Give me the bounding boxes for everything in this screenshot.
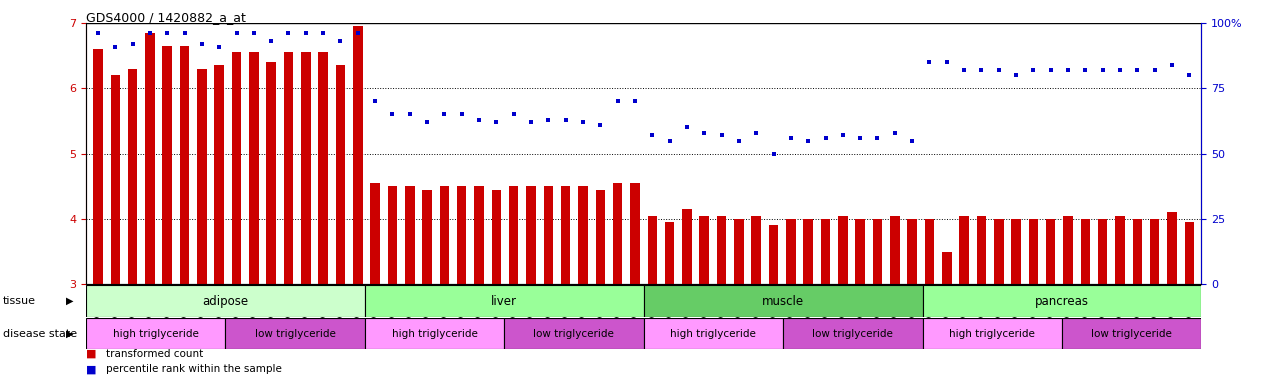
Bar (782, 318, 923, 349)
Bar (890, 216, 900, 284)
Text: adipose: adipose (202, 295, 249, 308)
Bar (1064, 216, 1073, 284)
Bar (647, 216, 658, 284)
Bar (907, 219, 917, 284)
Text: low triglyceride: low triglyceride (813, 329, 893, 339)
Text: high triglyceride: high triglyceride (391, 329, 477, 339)
Bar (1029, 219, 1039, 284)
Bar (232, 53, 241, 284)
Bar (475, 186, 483, 284)
Bar (163, 46, 172, 284)
Bar (856, 219, 864, 284)
Bar (578, 186, 588, 284)
Bar (734, 219, 743, 284)
Bar (505, 318, 644, 349)
Bar (820, 219, 830, 284)
Bar (249, 53, 259, 284)
Text: tissue: tissue (3, 296, 35, 306)
Bar (179, 46, 189, 284)
Bar (387, 186, 398, 284)
Bar (127, 69, 138, 284)
Bar (145, 33, 155, 284)
Text: high triglyceride: high triglyceride (112, 329, 198, 339)
Bar (786, 219, 795, 284)
Bar (86, 318, 225, 349)
Bar (86, 285, 365, 317)
Bar (923, 285, 1201, 317)
Text: ▶: ▶ (66, 329, 73, 339)
Bar (1116, 216, 1124, 284)
Bar (644, 318, 782, 349)
Bar (1080, 219, 1090, 284)
Bar (994, 219, 1003, 284)
Bar (941, 252, 952, 284)
Bar (925, 219, 934, 284)
Bar (838, 216, 848, 284)
Bar (873, 219, 882, 284)
Bar (405, 186, 414, 284)
Text: liver: liver (491, 295, 517, 308)
Bar (923, 318, 1063, 349)
Bar (596, 189, 604, 284)
Bar (266, 62, 276, 284)
Bar (370, 183, 380, 284)
Bar (613, 183, 622, 284)
Bar (318, 53, 328, 284)
Bar (1132, 219, 1142, 284)
Bar (717, 216, 727, 284)
Bar (197, 69, 207, 284)
Bar (509, 186, 519, 284)
Bar (769, 225, 779, 284)
Bar (1011, 219, 1021, 284)
Bar (365, 318, 505, 349)
Bar (492, 189, 501, 284)
Bar (353, 26, 362, 284)
Bar (751, 216, 761, 284)
Bar (1167, 212, 1176, 284)
Bar (683, 209, 692, 284)
Bar (959, 216, 969, 284)
Bar (284, 53, 293, 284)
Bar (804, 219, 813, 284)
Bar (630, 183, 640, 284)
Text: high triglyceride: high triglyceride (949, 329, 1035, 339)
Bar (1098, 219, 1108, 284)
Bar (423, 189, 432, 284)
Bar (699, 216, 709, 284)
Bar (439, 186, 449, 284)
Text: disease state: disease state (3, 329, 77, 339)
Bar (977, 216, 986, 284)
Text: muscle: muscle (762, 295, 804, 308)
Bar (644, 285, 923, 317)
Bar (93, 49, 102, 284)
Bar (1185, 222, 1194, 284)
Bar (302, 53, 310, 284)
Text: low triglyceride: low triglyceride (1092, 329, 1172, 339)
Text: ■: ■ (86, 364, 96, 374)
Bar (1063, 318, 1201, 349)
Bar (526, 186, 536, 284)
Text: pancreas: pancreas (1035, 295, 1089, 308)
Bar (665, 222, 674, 284)
Text: ▶: ▶ (66, 296, 73, 306)
Bar (336, 65, 346, 284)
Bar (544, 186, 553, 284)
Bar (365, 285, 644, 317)
Text: GDS4000 / 1420882_a_at: GDS4000 / 1420882_a_at (86, 12, 246, 25)
Bar (111, 75, 120, 284)
Text: transformed count: transformed count (106, 349, 203, 359)
Bar (457, 186, 467, 284)
Text: percentile rank within the sample: percentile rank within the sample (106, 364, 281, 374)
Text: low triglyceride: low triglyceride (255, 329, 336, 339)
Bar (1046, 219, 1055, 284)
Text: high triglyceride: high triglyceride (670, 329, 756, 339)
Bar (225, 318, 365, 349)
Bar (560, 186, 570, 284)
Text: low triglyceride: low triglyceride (534, 329, 615, 339)
Bar (215, 65, 223, 284)
Bar (1150, 219, 1160, 284)
Text: ■: ■ (86, 349, 96, 359)
